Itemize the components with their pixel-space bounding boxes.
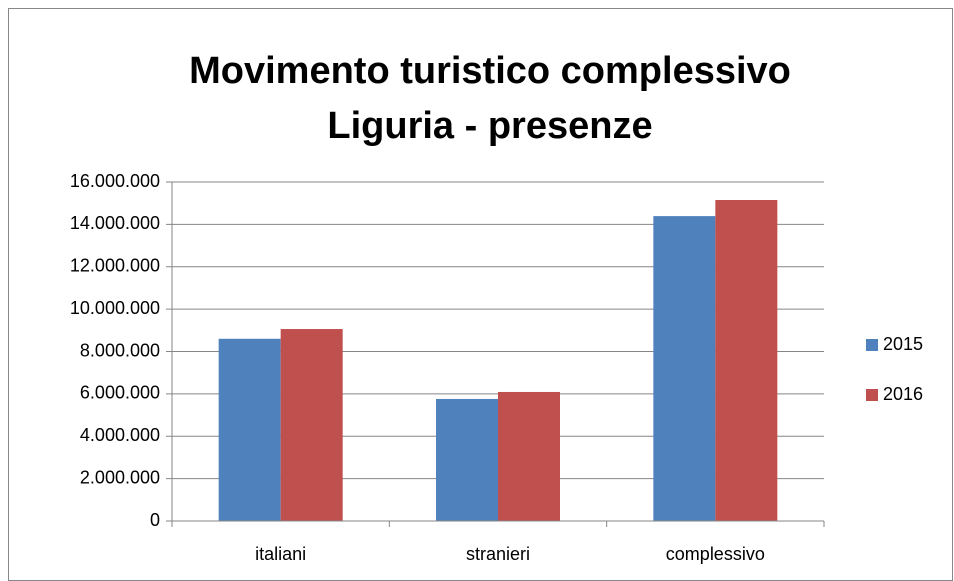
bar xyxy=(653,216,716,521)
y-tick-label: 16.000.000 xyxy=(70,171,160,191)
x-tick-label: italiani xyxy=(255,544,306,564)
legend-swatch xyxy=(866,339,878,351)
y-tick-label: 4.000.000 xyxy=(80,425,160,445)
y-tick-label: 6.000.000 xyxy=(80,383,160,403)
bar xyxy=(280,329,343,521)
chart-title: Movimento turistico complessivo xyxy=(189,50,791,92)
legend-label: 2016 xyxy=(883,384,923,404)
chart-title: Liguria - presenze xyxy=(327,105,652,147)
x-tick-label: complessivo xyxy=(666,544,765,564)
bar xyxy=(436,398,498,521)
y-tick-label: 2.000.000 xyxy=(80,467,160,487)
y-tick-label: 14.000.000 xyxy=(70,213,160,233)
x-tick-label: stranieri xyxy=(466,544,530,564)
legend-swatch xyxy=(866,389,878,401)
y-tick-label: 10.000.000 xyxy=(70,298,160,318)
bar xyxy=(498,391,560,521)
legend-label: 2015 xyxy=(883,334,923,354)
y-tick-label: 8.000.000 xyxy=(80,340,160,360)
bar xyxy=(218,338,281,521)
y-tick-label: 0 xyxy=(150,510,160,530)
y-tick-label: 12.000.000 xyxy=(70,256,160,276)
bar xyxy=(715,200,778,521)
